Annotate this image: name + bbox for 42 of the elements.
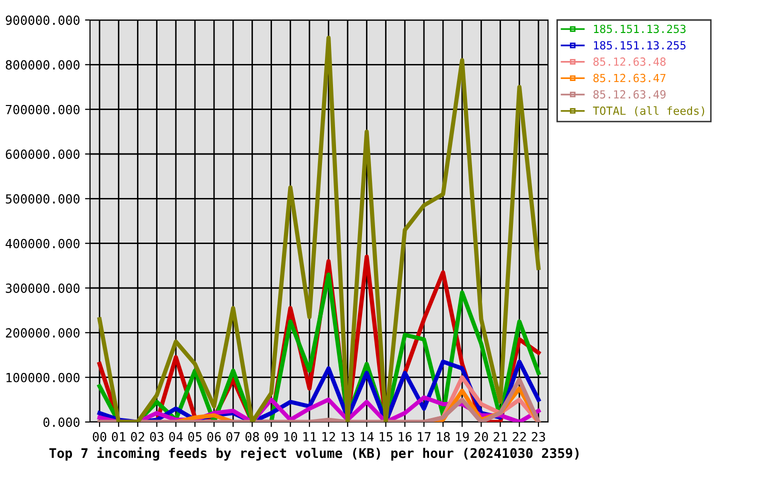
x-tick-label: 14	[360, 432, 374, 442]
text: Top 7 incoming feeds by reject volume (KB) per hour (20241030 2359)	[49, 447, 579, 461]
y-tick-label: 200000.000	[6, 328, 80, 338]
x-tick-label: 10	[284, 432, 298, 442]
x-tick-label: 02	[130, 432, 144, 442]
x-tick-label: 07	[226, 432, 240, 442]
x-tick-label: 03	[150, 432, 164, 442]
y-tick-label: 0.000	[43, 418, 80, 427]
x-tick-label: 19	[456, 432, 469, 442]
x-tick-label: 21	[494, 432, 507, 442]
y-tick-label: 500000.000	[6, 194, 80, 204]
x-tick-label: 09	[264, 432, 278, 442]
x-tick-label: 05	[188, 432, 202, 442]
legend-label: 185.151.13.253	[594, 24, 686, 34]
legend-label: 185.151.13.255	[594, 41, 686, 50]
x-tick-label: 01	[112, 432, 126, 442]
x-tick-label: 23	[532, 432, 546, 442]
x-tick-label: 16	[398, 432, 412, 442]
x-tick-label: 11	[303, 432, 316, 442]
x-tick-label: 13	[342, 432, 354, 442]
x-tick-label: 04	[169, 432, 183, 442]
legend-label: 85.12.63.48	[593, 57, 666, 66]
x-tick-label: 15	[380, 432, 392, 442]
legend-label: 85.12.63.47	[593, 74, 666, 82]
x-tick-label: 08	[245, 432, 259, 442]
x-tick-label: 18	[437, 432, 450, 442]
legend-label: TOTAL (all feeds)	[592, 106, 704, 116]
y-tick-label: 400000.000	[6, 238, 80, 248]
y-tick-label: 900000.000	[6, 16, 80, 25]
legend-label: 85.12.63.49	[593, 90, 666, 99]
y-tick-label: 600000.000	[6, 150, 80, 159]
y-tick-label: 100000.000	[6, 372, 80, 382]
x-tick-label: 17	[418, 432, 431, 442]
y-tick-label: 300000.000	[6, 284, 80, 293]
y-tick-label: 800000.000	[6, 60, 80, 70]
y-tick-label: 700000.000	[6, 104, 80, 114]
x-tick-label: 00	[92, 432, 106, 442]
line-series	[97, 36, 541, 422]
x-tick-label: 12	[322, 432, 336, 442]
x-tick-label: 22	[512, 432, 526, 442]
x-tick-label: 20	[474, 432, 488, 442]
x-tick-label: 06	[207, 432, 221, 442]
